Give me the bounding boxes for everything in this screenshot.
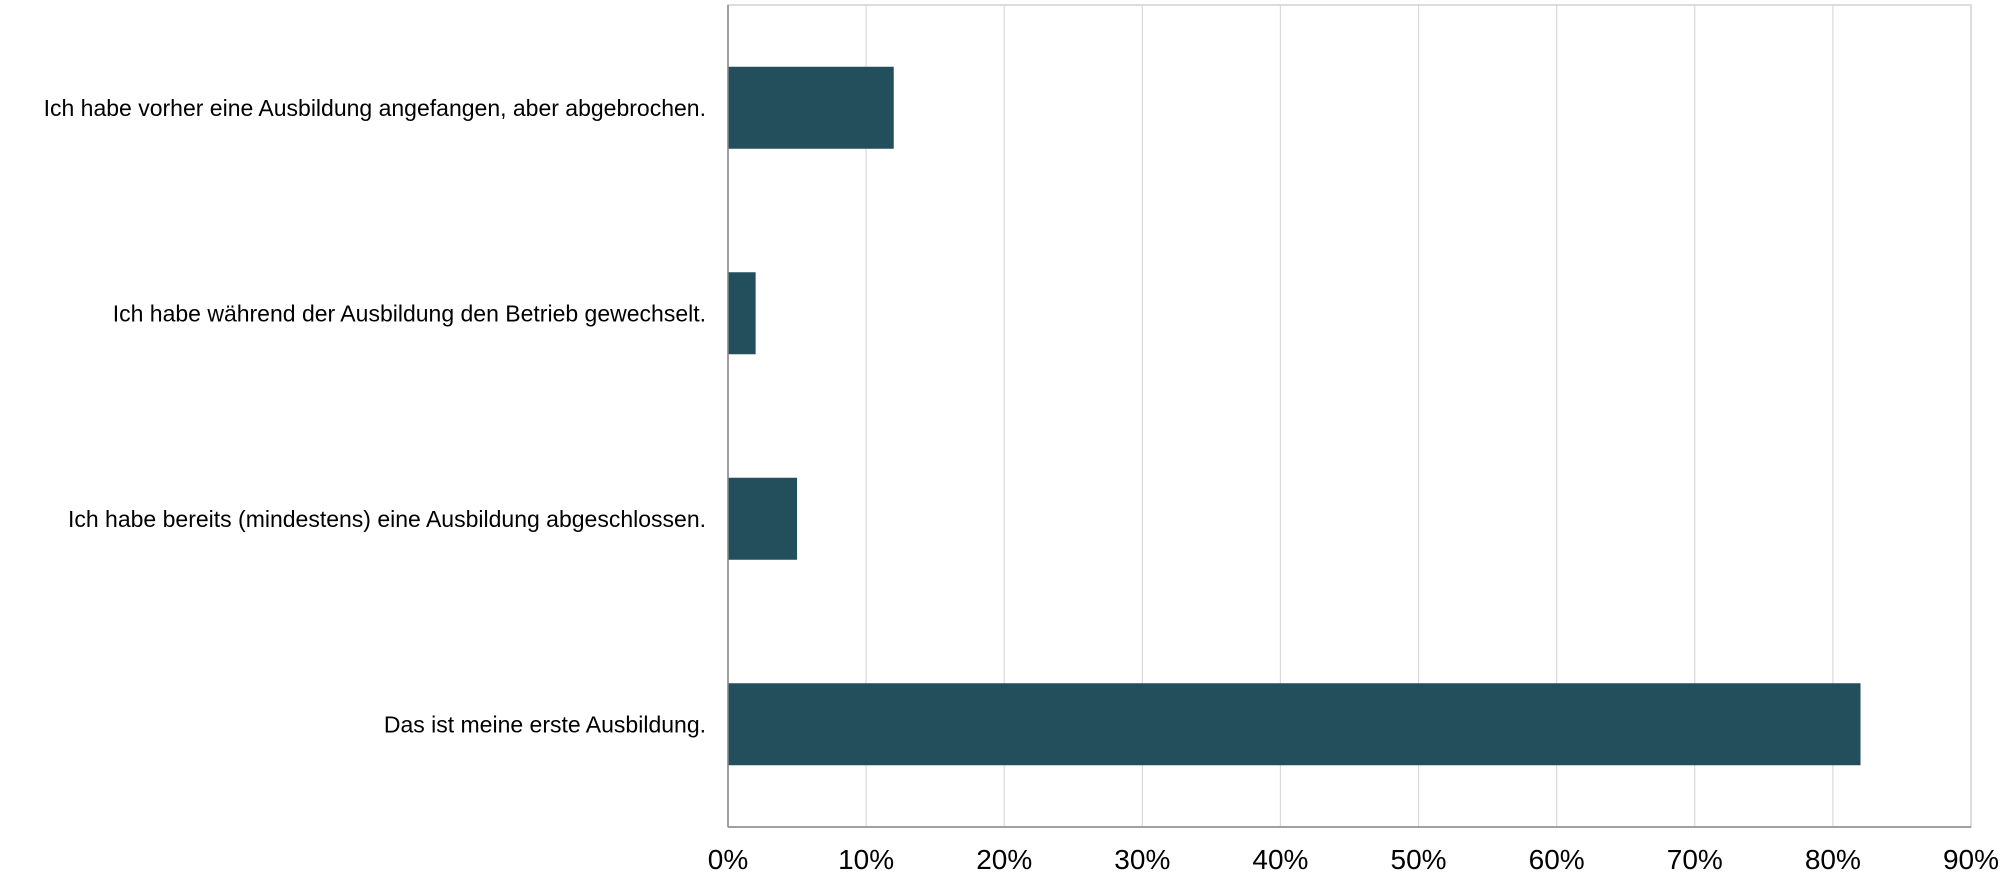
category-label: Ich habe vorher eine Ausbildung angefang… (44, 95, 706, 121)
x-tick-labels: 0% 10% 20% 30% 40% 50% 60% 70% 80% 90% (708, 844, 1999, 873)
x-tick-label: 60% (1529, 844, 1585, 873)
x-tick-label: 20% (976, 844, 1032, 873)
x-tick-label: 0% (708, 844, 748, 873)
category-label: Ich habe während der Ausbildung den Betr… (113, 300, 706, 326)
x-tick-label: 90% (1943, 844, 1999, 873)
bars (728, 66, 1861, 766)
x-tick-label: 40% (1252, 844, 1308, 873)
x-tick-label: 50% (1391, 844, 1447, 873)
category-label: Ich habe bereits (mindestens) eine Ausbi… (68, 506, 706, 532)
bar (728, 66, 894, 149)
category-label: Das ist meine erste Ausbildung. (384, 711, 706, 737)
x-tick-label: 80% (1805, 844, 1861, 873)
bar (728, 683, 1861, 766)
x-tick-label: 70% (1667, 844, 1723, 873)
category-labels: Ich habe vorher eine Ausbildung angefang… (44, 95, 706, 738)
gridlines (865, 5, 1834, 827)
bar (728, 477, 798, 560)
x-tick-label: 10% (838, 844, 894, 873)
x-tick-label: 30% (1114, 844, 1170, 873)
bar (728, 272, 756, 355)
